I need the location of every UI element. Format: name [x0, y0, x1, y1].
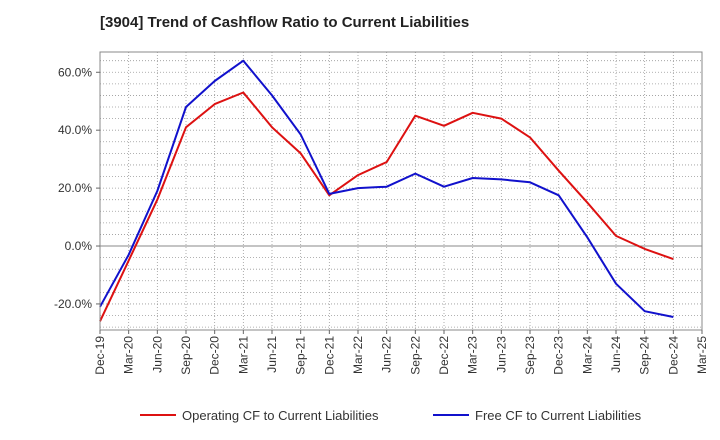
legend-label-1: Operating CF to Current Liabilities: [182, 408, 379, 423]
x-axis-ticks: Dec-19 Mar-20 Jun-20 Sep-20 Dec-20 Mar-21 Jun-…: [93, 330, 709, 375]
x-tick-label: Dec-24: [666, 336, 680, 375]
plot-area: [100, 52, 702, 330]
y-axis-ticks: -20.0% 0.0% 20.0% 40.0% 60.0%: [54, 65, 100, 311]
x-tick-label: Mar-22: [351, 336, 365, 374]
y-tick-label: -20.0%: [54, 297, 92, 311]
x-tick-label: Jun-22: [380, 336, 394, 373]
x-tick-label: Mar-23: [466, 336, 480, 374]
chart-title: [3904] Trend of Cashflow Ratio to Curren…: [100, 14, 470, 31]
x-tick-label: Jun-21: [265, 336, 279, 373]
x-tick-label: Mar-20: [122, 336, 136, 374]
x-tick-label: Dec-20: [208, 336, 222, 375]
x-tick-label: Dec-22: [437, 336, 451, 375]
x-tick-label: Sep-24: [638, 336, 652, 375]
y-tick-label: 0.0%: [65, 239, 93, 253]
x-tick-label: Sep-22: [408, 336, 422, 375]
x-tick-label: Jun-20: [150, 336, 164, 373]
x-tick-label: Jun-23: [494, 336, 508, 373]
x-tick-label: Mar-24: [580, 336, 594, 374]
x-tick-label: Mar-25: [695, 336, 709, 374]
x-tick-label: Dec-19: [93, 336, 107, 375]
plot-frame: [99, 51, 703, 331]
y-tick-label: 60.0%: [58, 65, 92, 79]
x-tick-label: Sep-23: [523, 336, 537, 375]
x-tick-label: Mar-21: [236, 336, 250, 374]
series-line-1: [99, 91, 674, 322]
grid-lines: [100, 52, 702, 330]
x-tick-label: Sep-21: [294, 336, 308, 375]
series-lines: [99, 59, 674, 322]
x-tick-label: Dec-23: [552, 336, 566, 375]
legend-label-2: Free CF to Current Liabilities: [475, 408, 642, 423]
x-tick-label: Sep-20: [179, 336, 193, 375]
y-tick-label: 20.0%: [58, 181, 92, 195]
y-tick-label: 40.0%: [58, 123, 92, 137]
series-line-2: [99, 59, 674, 318]
legend: Operating CF to Current Liabilities Free …: [140, 408, 642, 423]
x-tick-label: Jun-24: [609, 336, 623, 373]
x-tick-label: Dec-21: [322, 336, 336, 375]
